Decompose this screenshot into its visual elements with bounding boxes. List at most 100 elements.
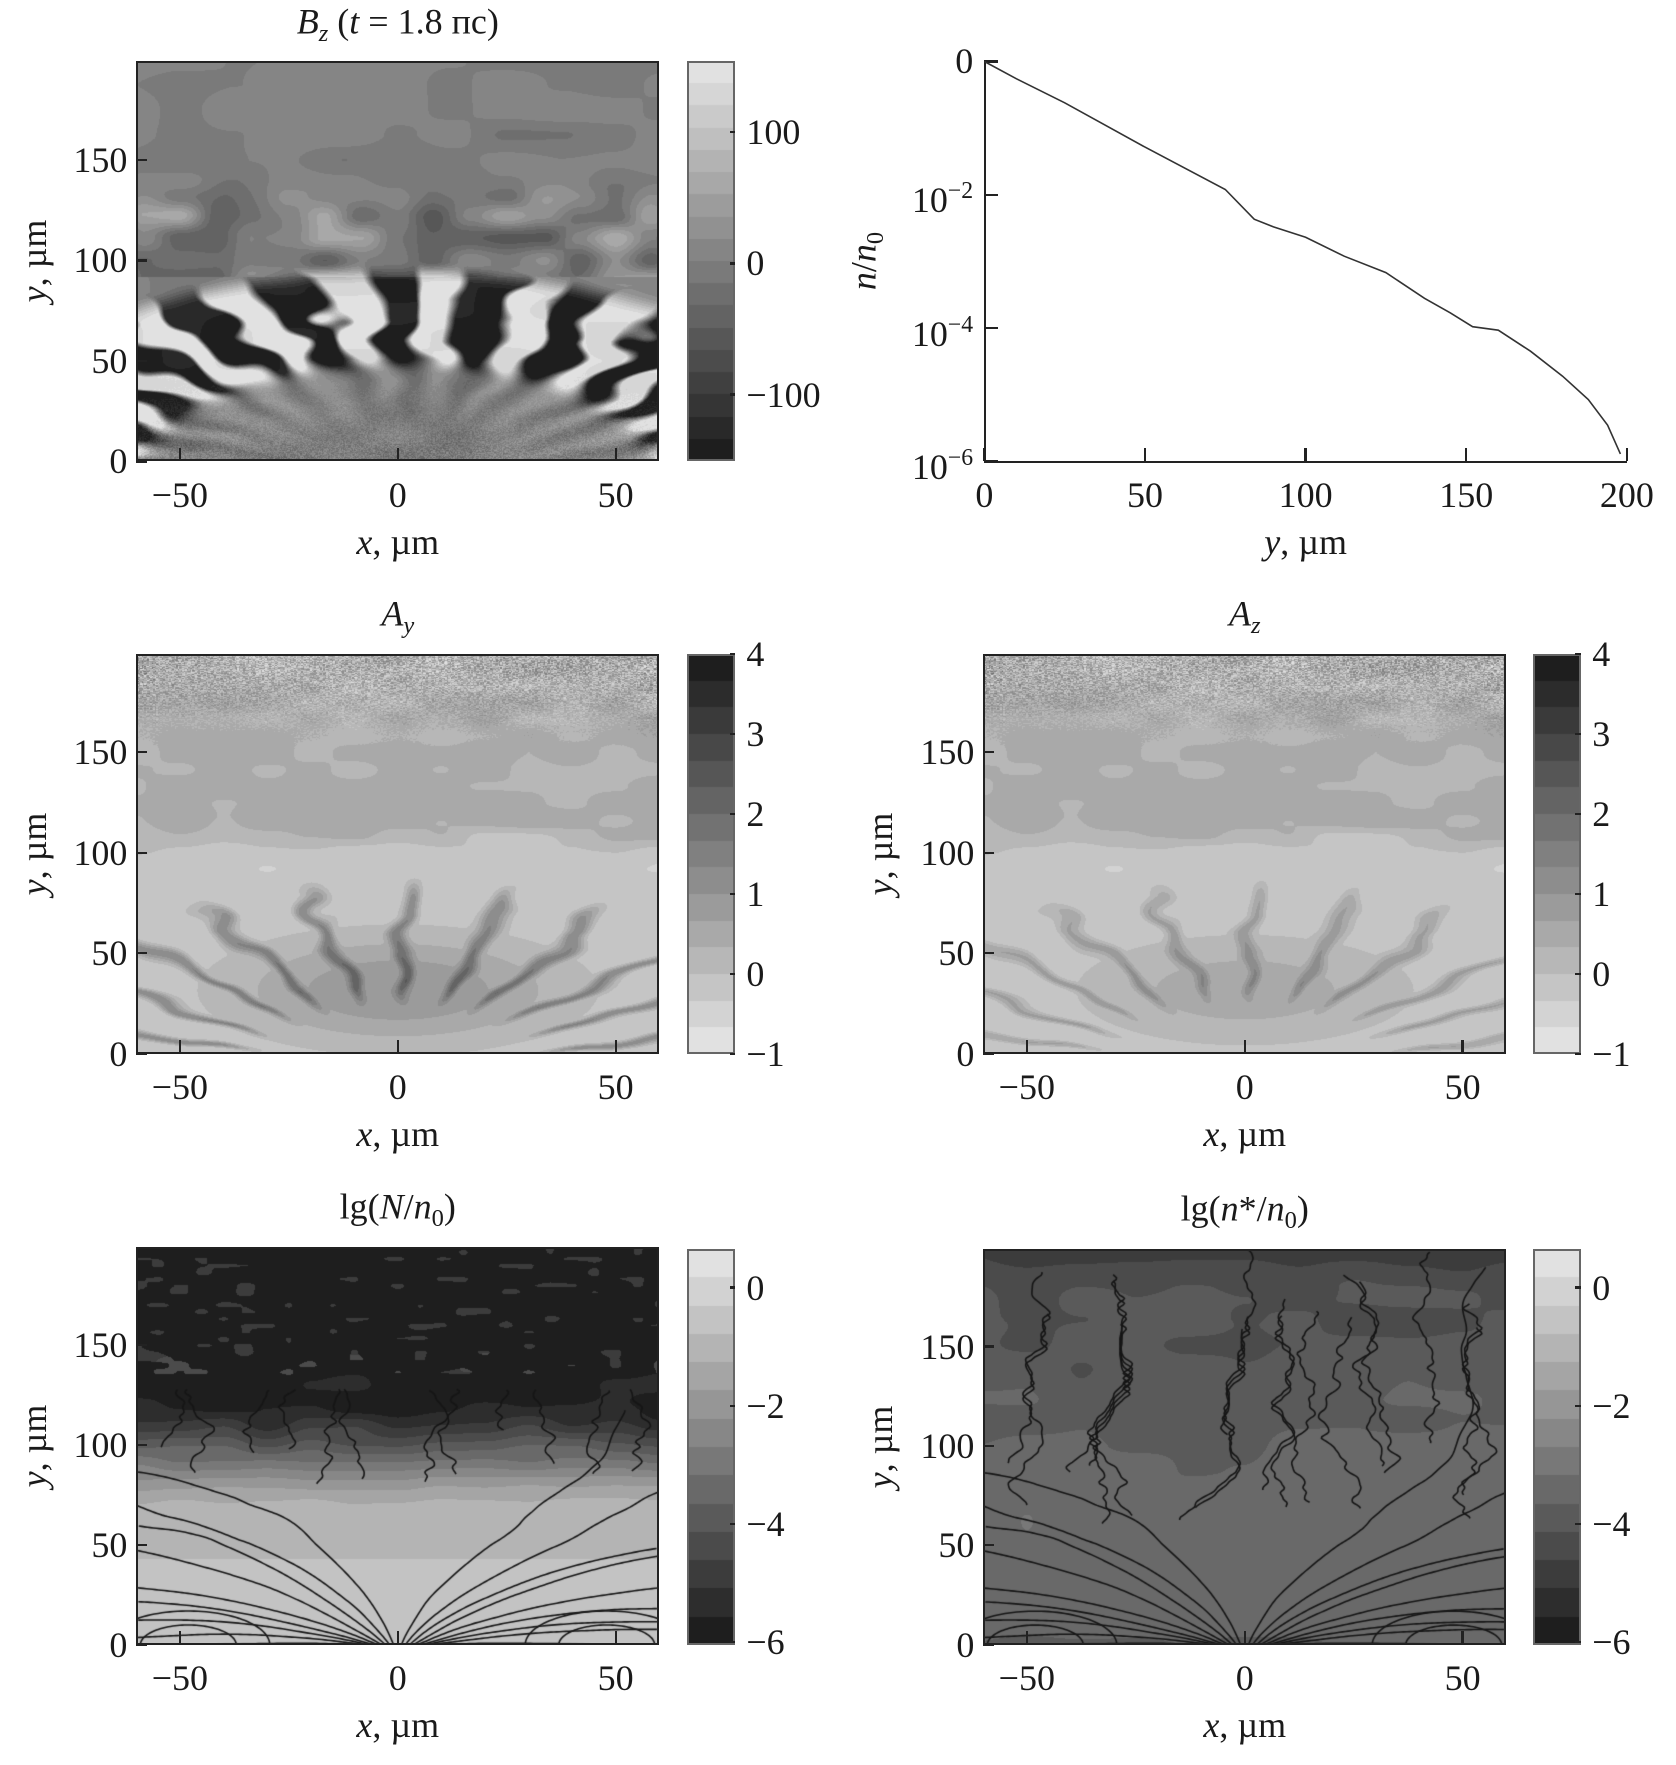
colorbar-tick-label: −2	[1592, 1385, 1631, 1426]
x-tick-label: 50	[1126, 474, 1163, 515]
x-tick-label: −50	[151, 474, 209, 515]
label-part: , µm	[372, 1705, 440, 1746]
y-axis-label: y, µm	[13, 1404, 54, 1488]
x-tick-label: −50	[998, 1658, 1055, 1699]
tick-mark	[1575, 1286, 1582, 1289]
y-axis-label: y, µm	[13, 812, 54, 895]
ay-title: Ay	[381, 595, 414, 638]
y-axis-label: y, µm	[860, 1406, 901, 1489]
label-part: n	[413, 1186, 432, 1227]
colorbar-tick-label: 4	[746, 633, 765, 674]
lgn-title: lg(n*/n0)	[1181, 1191, 1309, 1234]
tick-mark	[729, 732, 736, 735]
x-tick-label: −50	[998, 1067, 1055, 1108]
y-tick-label: 50	[938, 933, 975, 974]
label-part: /	[403, 1186, 414, 1227]
tick-mark	[983, 1544, 995, 1547]
y-tick-label: 150	[920, 1326, 975, 1367]
tick-mark	[1575, 1640, 1582, 1643]
y-tick-label: 0	[109, 441, 128, 482]
az-title: Az	[1229, 595, 1261, 638]
label-part: t	[349, 0, 360, 41]
colorbar-tick-label: 0	[746, 1267, 765, 1308]
label-part: */	[1238, 1188, 1267, 1229]
tick-mark	[614, 448, 617, 462]
label-part: 0	[1284, 1207, 1297, 1235]
tick-mark	[983, 751, 995, 754]
tick-mark	[729, 972, 736, 975]
tick-mark	[729, 812, 736, 815]
y-tick-label: 100	[920, 1425, 975, 1466]
tick-mark	[136, 1443, 148, 1446]
label-part: lg(	[1180, 1188, 1221, 1229]
tick-mark	[984, 460, 998, 463]
colorbar-tick-label: 100	[746, 112, 801, 153]
tick-mark	[396, 448, 399, 462]
lgN-title: lg(N/n0)	[340, 1188, 456, 1231]
tick-base: 10	[911, 180, 948, 221]
tick-mark	[1575, 652, 1582, 655]
colorbar-tick-label: 3	[746, 713, 765, 754]
tick-mark	[1575, 732, 1582, 735]
tick-mark	[136, 952, 148, 955]
label-part: y	[860, 879, 901, 896]
x-axis-label: x, µm	[1203, 1116, 1286, 1152]
label-part: , µm	[1219, 1705, 1287, 1746]
label-part: B	[296, 0, 319, 41]
x-tick-label: 100	[1278, 474, 1333, 515]
colorbar-tick-label: −1	[1592, 1033, 1631, 1074]
x-axis-label: x, µm	[356, 524, 439, 560]
label-part: , µm	[13, 812, 54, 880]
colorbar-frame	[687, 61, 736, 462]
label-part: x	[356, 1114, 373, 1155]
tick-mark	[984, 60, 998, 63]
tick-mark	[983, 1052, 995, 1055]
label-part: , µm	[1280, 521, 1347, 562]
colorbar-tick-label: 2	[1592, 793, 1611, 834]
tick-mark	[1243, 1040, 1246, 1054]
tick-mark	[1304, 448, 1307, 462]
tick-mark	[729, 892, 736, 895]
x-axis-label: y, µm	[1264, 524, 1347, 560]
az-heatmap	[983, 653, 1507, 1054]
colorbar-tick-label: 4	[1592, 633, 1611, 674]
tick-mark	[1575, 812, 1582, 815]
tick-base: 10	[911, 313, 948, 354]
label-part: , µm	[1219, 1114, 1287, 1155]
x-tick-label: −50	[151, 1067, 209, 1108]
label-part: lg(	[339, 1186, 380, 1227]
y-tick-label: 10−2	[911, 179, 973, 221]
tick-mark	[1243, 1631, 1246, 1645]
tick-mark	[729, 1052, 736, 1055]
y-tick-label: 10−4	[911, 313, 973, 354]
colorbar-tick-label: −1	[746, 1033, 785, 1074]
tick-mark	[1461, 1631, 1464, 1645]
y-tick-label: 150	[73, 1324, 128, 1365]
x-tick-label: 50	[597, 474, 634, 515]
label-part: x	[356, 521, 373, 562]
tick-mark	[983, 1444, 995, 1448]
colorbar-tick-label: 0	[1592, 953, 1611, 994]
tick-mark	[1575, 972, 1582, 975]
colorbar-tick-label: −6	[1592, 1621, 1631, 1662]
label-part: y	[860, 1472, 901, 1489]
tick-mark	[729, 1286, 736, 1289]
tick-mark	[729, 262, 736, 265]
x-tick-label: 0	[1235, 1658, 1254, 1699]
lgn-heatmap	[983, 1249, 1507, 1646]
colorbar-tick-label: −2	[746, 1385, 785, 1426]
tick-mark	[1025, 1040, 1028, 1054]
tick-mark	[1025, 1631, 1028, 1645]
tick-mark	[614, 1631, 617, 1645]
plot-frame	[136, 653, 660, 1054]
tick-exponent: −6	[947, 444, 974, 471]
y-tick-label: 100	[73, 832, 128, 873]
label-part: y	[13, 1471, 54, 1488]
label-part: A	[1228, 593, 1251, 634]
x-tick-label: 50	[1444, 1658, 1481, 1699]
y-tick-label: 50	[938, 1525, 975, 1566]
label-part: N	[379, 1186, 404, 1227]
label-part: x	[356, 1705, 373, 1746]
label-part: A	[381, 593, 404, 634]
